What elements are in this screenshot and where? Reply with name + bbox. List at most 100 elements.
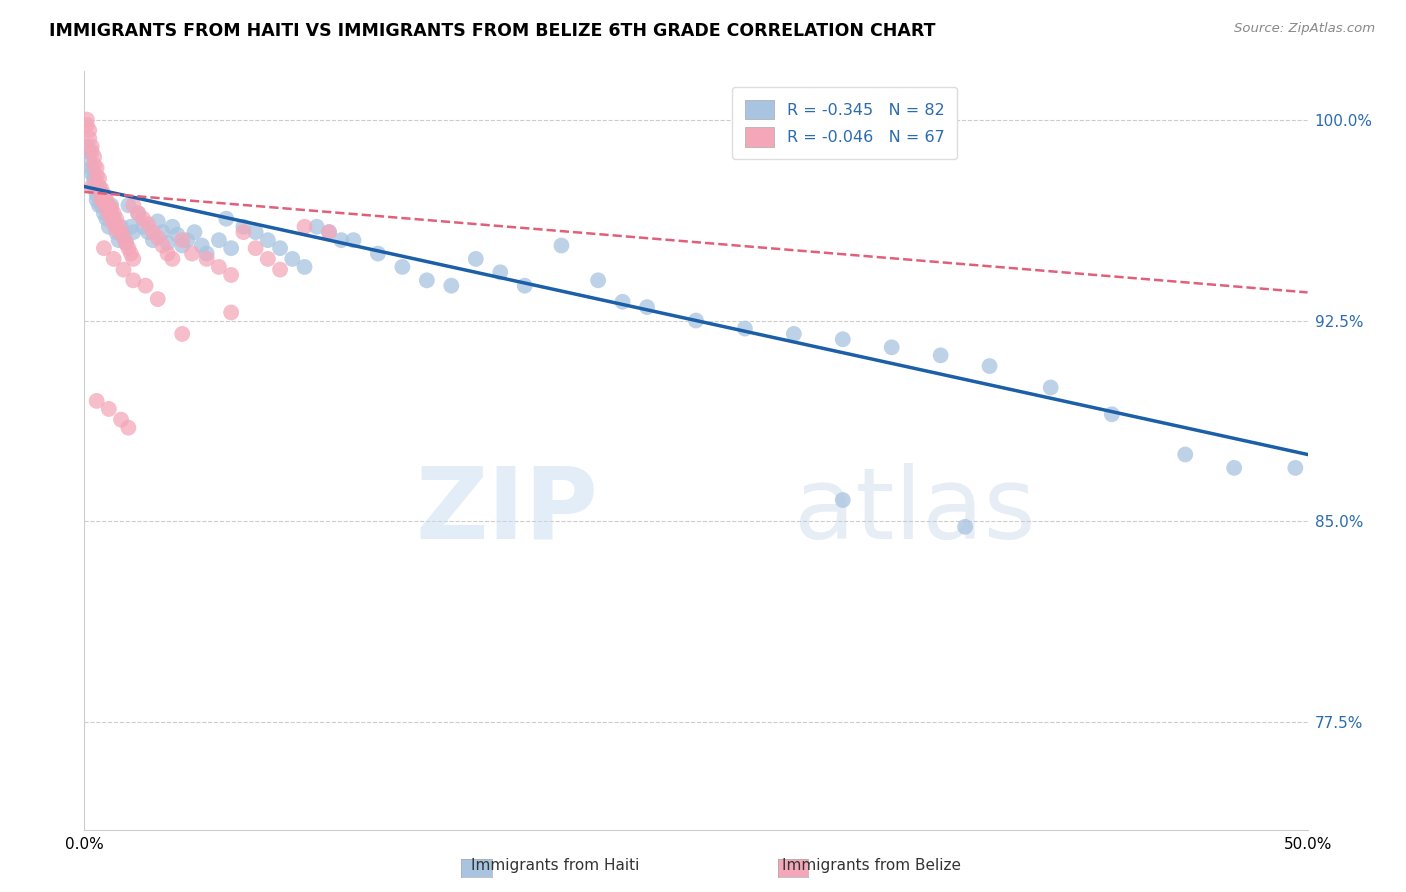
Point <box>77 153 100 167</box>
Point <box>195 246 218 260</box>
Point <box>219 268 242 282</box>
Point <box>294 219 316 234</box>
Point <box>100 201 122 215</box>
Point <box>929 348 952 362</box>
Point <box>80 161 103 175</box>
Point <box>146 230 169 244</box>
Text: Immigrants from Haiti: Immigrants from Haiti <box>471 858 640 872</box>
Legend: R = -0.345   N = 82, R = -0.046   N = 67: R = -0.345 N = 82, R = -0.046 N = 67 <box>733 87 957 160</box>
Point <box>734 321 756 335</box>
Point <box>156 246 179 260</box>
Point <box>117 241 139 255</box>
Point <box>77 145 100 159</box>
Point <box>86 393 108 408</box>
Point <box>86 161 108 175</box>
Point <box>110 225 132 239</box>
Point <box>136 225 159 239</box>
Point <box>513 278 536 293</box>
Point <box>219 241 242 255</box>
Text: Source: ZipAtlas.com: Source: ZipAtlas.com <box>1234 22 1375 36</box>
Point <box>181 246 204 260</box>
Point <box>146 292 169 306</box>
Point <box>172 233 194 247</box>
Point <box>191 238 214 252</box>
Point <box>831 493 853 508</box>
Point <box>146 214 169 228</box>
Point <box>464 252 486 266</box>
Point <box>103 252 125 266</box>
Point <box>87 179 110 194</box>
Point <box>107 219 129 234</box>
Point <box>90 190 112 204</box>
Point <box>80 179 103 194</box>
Point <box>97 198 120 212</box>
Point <box>318 225 340 239</box>
Point <box>80 139 103 153</box>
Point <box>86 193 108 207</box>
Point <box>132 211 155 226</box>
Point <box>208 260 231 274</box>
Point <box>232 219 254 234</box>
Point <box>208 233 231 247</box>
Point <box>1101 407 1123 421</box>
Point <box>612 294 634 309</box>
Point <box>172 326 194 341</box>
Point <box>120 246 142 260</box>
Point <box>1039 380 1062 394</box>
Point <box>112 262 135 277</box>
Point <box>489 265 512 279</box>
Point <box>110 219 132 234</box>
Point <box>100 198 122 212</box>
Point <box>152 225 174 239</box>
Point <box>550 238 572 252</box>
Point <box>100 211 122 226</box>
Point <box>112 230 135 244</box>
Point <box>440 278 463 293</box>
Point <box>86 187 108 202</box>
Point <box>318 225 340 239</box>
Point <box>117 420 139 434</box>
Point <box>953 520 976 534</box>
Point <box>586 273 609 287</box>
Point <box>83 158 105 172</box>
Text: Immigrants from Belize: Immigrants from Belize <box>782 858 962 872</box>
Point <box>1223 461 1246 475</box>
Point <box>93 187 115 202</box>
Point <box>122 198 145 212</box>
Point <box>105 211 128 226</box>
Point <box>96 193 118 207</box>
Text: IMMIGRANTS FROM HAITI VS IMMIGRANTS FROM BELIZE 6TH GRADE CORRELATION CHART: IMMIGRANTS FROM HAITI VS IMMIGRANTS FROM… <box>49 22 936 40</box>
Point <box>76 112 98 127</box>
Point <box>132 219 155 234</box>
Point <box>367 246 389 260</box>
Point <box>97 206 120 220</box>
Point <box>83 179 105 194</box>
Text: atlas: atlas <box>794 463 1035 559</box>
Point <box>281 252 304 266</box>
Point <box>305 219 328 234</box>
Point <box>183 225 205 239</box>
Point <box>117 198 139 212</box>
Point <box>127 206 149 220</box>
Point <box>90 187 112 202</box>
Point <box>685 313 707 327</box>
Point <box>232 225 254 239</box>
Point <box>1174 448 1197 462</box>
Point <box>86 179 108 194</box>
Point <box>103 217 125 231</box>
Point <box>156 235 179 250</box>
Point <box>96 211 118 226</box>
Point <box>93 241 115 255</box>
Point <box>96 201 118 215</box>
Point <box>105 222 128 236</box>
Point <box>127 206 149 220</box>
Point <box>87 179 110 194</box>
Point <box>142 225 165 239</box>
Point <box>122 252 145 266</box>
Point <box>166 227 188 242</box>
Point <box>105 225 128 239</box>
Point <box>87 171 110 186</box>
Point <box>97 401 120 416</box>
Point <box>103 206 125 220</box>
Point <box>1284 461 1306 475</box>
